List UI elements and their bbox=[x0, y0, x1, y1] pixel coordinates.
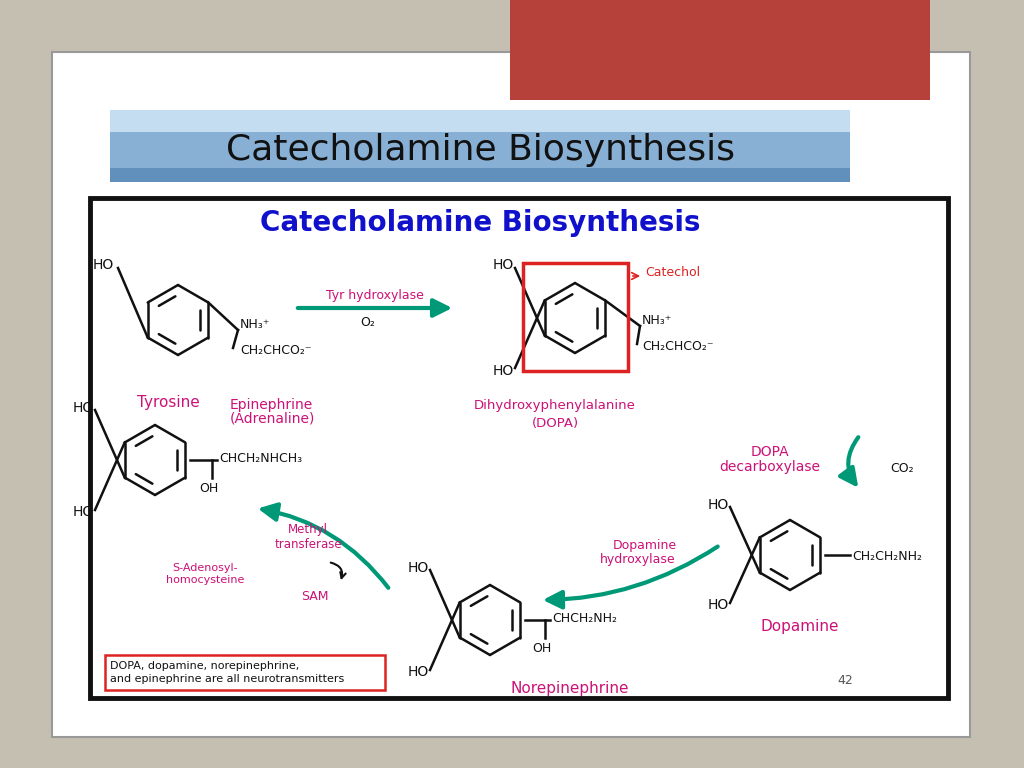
Text: HO: HO bbox=[708, 598, 729, 612]
Text: DOPA, dopamine, norepinephrine,: DOPA, dopamine, norepinephrine, bbox=[110, 661, 299, 671]
Text: Norepinephrine: Norepinephrine bbox=[511, 680, 630, 696]
Bar bbox=[110, 110, 850, 182]
Text: decarboxylase: decarboxylase bbox=[720, 460, 820, 474]
Text: Catecholamine Biosynthesis: Catecholamine Biosynthesis bbox=[225, 133, 734, 167]
Text: CO₂: CO₂ bbox=[890, 462, 913, 475]
Text: HO: HO bbox=[73, 401, 94, 415]
Text: Epinephrine: Epinephrine bbox=[230, 398, 313, 412]
Text: CHCH₂NHCH₃: CHCH₂NHCH₃ bbox=[219, 452, 302, 465]
Text: DOPA: DOPA bbox=[751, 445, 790, 459]
Text: OH: OH bbox=[199, 482, 218, 495]
Bar bbox=[105, 655, 385, 690]
Text: HO: HO bbox=[408, 665, 429, 679]
Text: Catechol: Catechol bbox=[645, 266, 700, 280]
Bar bbox=[110, 110, 850, 132]
Text: 42: 42 bbox=[838, 674, 853, 687]
Text: Methyl: Methyl bbox=[288, 524, 328, 537]
Text: (Adrenaline): (Adrenaline) bbox=[230, 412, 315, 426]
Text: HO: HO bbox=[493, 364, 514, 378]
Text: Tyr hydroxylase: Tyr hydroxylase bbox=[326, 289, 424, 302]
Text: Tyrosine: Tyrosine bbox=[136, 395, 200, 409]
Text: Catecholamine Biosynthesis: Catecholamine Biosynthesis bbox=[260, 209, 700, 237]
Text: O₂: O₂ bbox=[360, 316, 376, 329]
Text: transferase: transferase bbox=[274, 538, 342, 551]
Text: Dopamine: Dopamine bbox=[761, 620, 840, 634]
Text: HO: HO bbox=[408, 561, 429, 575]
Text: S-Adenosyl-: S-Adenosyl- bbox=[172, 563, 238, 573]
Text: SAM: SAM bbox=[301, 590, 329, 603]
Text: HO: HO bbox=[708, 498, 729, 512]
Bar bbox=[110, 118, 850, 168]
Text: HO: HO bbox=[493, 258, 514, 272]
Text: CH₂CHCO₂⁻: CH₂CHCO₂⁻ bbox=[642, 339, 714, 353]
Text: HO: HO bbox=[93, 258, 115, 272]
Text: OH: OH bbox=[532, 641, 551, 654]
FancyBboxPatch shape bbox=[90, 198, 948, 698]
Text: NH₃⁺: NH₃⁺ bbox=[240, 319, 270, 332]
Text: HO: HO bbox=[73, 505, 94, 519]
Text: homocysteine: homocysteine bbox=[166, 575, 244, 585]
Text: CH₂CH₂NH₂: CH₂CH₂NH₂ bbox=[852, 551, 922, 564]
Text: hydroxylase: hydroxylase bbox=[600, 552, 676, 565]
Text: CHCH₂NH₂: CHCH₂NH₂ bbox=[552, 611, 617, 624]
Text: (DOPA): (DOPA) bbox=[531, 416, 579, 429]
Text: CH₂CHCO₂⁻: CH₂CHCO₂⁻ bbox=[240, 343, 311, 356]
Text: and epinephrine are all neurotransmitters: and epinephrine are all neurotransmitter… bbox=[110, 674, 344, 684]
Text: Dopamine: Dopamine bbox=[613, 538, 677, 551]
Bar bbox=[523, 263, 628, 371]
Text: NH₃⁺: NH₃⁺ bbox=[642, 315, 673, 327]
Text: Dihydroxyphenylalanine: Dihydroxyphenylalanine bbox=[474, 399, 636, 412]
Bar bbox=[510, 0, 930, 100]
FancyBboxPatch shape bbox=[52, 52, 970, 737]
